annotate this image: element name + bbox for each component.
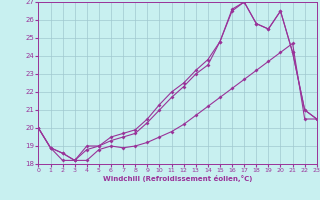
X-axis label: Windchill (Refroidissement éolien,°C): Windchill (Refroidissement éolien,°C) bbox=[103, 175, 252, 182]
